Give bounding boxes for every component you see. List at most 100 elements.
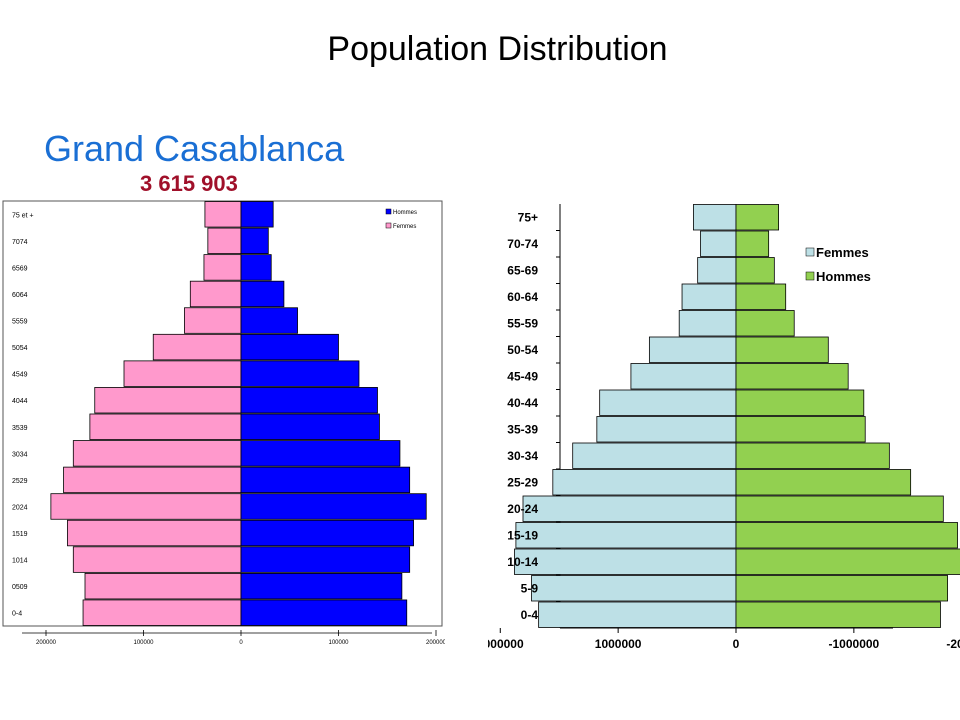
category-label: 65-69: [507, 263, 538, 277]
femmes-bar: [599, 389, 737, 416]
category-label: 30-34: [507, 449, 538, 463]
right-population-pyramid: 0-4 5-9 10-14 15-19 20-24 25-29 30-34 35-39 40-4…: [488, 204, 960, 651]
legend-femmes-swatch: [805, 247, 815, 257]
hommes-bar: [735, 283, 787, 310]
hommes-bar: [240, 546, 411, 573]
category-label: 20-24: [507, 502, 538, 516]
category-label: 55-59: [507, 316, 538, 330]
femmes-bar: [184, 307, 242, 334]
femmes-bar: [514, 548, 737, 575]
femmes-bar: [89, 413, 242, 440]
category-label: 0-4: [12, 611, 22, 618]
hommes-bar: [735, 601, 941, 628]
x-tick-label: 100000: [133, 640, 154, 646]
category-label: 7074: [12, 239, 28, 246]
legend-hommes-swatch: [385, 208, 392, 215]
x-tick-label: 200000: [36, 640, 57, 646]
hommes-bar: [240, 333, 339, 361]
femmes-bar: [692, 204, 737, 231]
population-total: 3 615 903: [140, 171, 238, 196]
x-tick-label: 200000: [426, 640, 445, 646]
x-tick-label: 0: [733, 637, 740, 651]
category-label: 5559: [12, 319, 28, 326]
legend-femmes-label: Femmes: [393, 224, 416, 230]
category-label: 4549: [12, 372, 28, 379]
category-label: 2529: [12, 478, 28, 485]
femmes-bar: [94, 387, 242, 414]
femmes-bar: [697, 257, 737, 284]
femmes-bar: [700, 230, 737, 257]
category-label: 2024: [12, 504, 28, 511]
category-label: 60-64: [507, 290, 538, 304]
category-label: 0-4: [521, 608, 539, 622]
category-label: 70-74: [507, 237, 538, 251]
hommes-bar: [240, 413, 380, 440]
hommes-bar: [735, 442, 890, 469]
x-tick-label: -1000000: [829, 637, 880, 651]
femmes-bar: [189, 280, 242, 308]
hommes-bar: [735, 495, 944, 522]
category-label: 0509: [12, 584, 28, 591]
femmes-bar: [552, 469, 737, 496]
hommes-bar: [240, 307, 298, 334]
femmes-bar: [123, 360, 242, 387]
femmes-bar: [678, 310, 737, 337]
hommes-bar: [240, 519, 414, 547]
femmes-bar: [531, 575, 737, 602]
hommes-bar: [735, 363, 849, 390]
hommes-bar: [240, 466, 411, 494]
femmes-bar: [50, 493, 242, 520]
femmes-bar: [572, 442, 737, 469]
legend-hommes-label: Hommes: [816, 269, 871, 284]
category-label: 25-29: [507, 475, 538, 489]
legend-femmes-label: Femmes: [816, 245, 869, 260]
femmes-bar: [515, 522, 737, 549]
x-tick-label: 1000000: [595, 637, 642, 651]
category-label: 10-14: [507, 555, 538, 569]
hommes-bar: [735, 204, 779, 231]
hommes-bar: [240, 387, 378, 414]
hommes-bar: [240, 227, 269, 255]
legend-hommes-label: Hommes: [393, 210, 417, 216]
category-label: 45-49: [507, 369, 538, 383]
femmes-bar: [67, 519, 242, 547]
femmes-bar: [596, 416, 737, 443]
hommes-bar: [735, 548, 960, 575]
hommes-bar: [735, 336, 829, 363]
x-tick-label: 0: [239, 640, 243, 646]
femmes-bar: [72, 440, 242, 467]
x-tick-label: 2000000: [488, 637, 524, 651]
femmes-bar: [152, 333, 242, 361]
femmes-bar: [82, 599, 242, 626]
femmes-bar: [203, 254, 242, 281]
hommes-bar: [240, 599, 408, 626]
category-label: 40-44: [507, 396, 538, 410]
category-label: 6064: [12, 292, 28, 299]
legend-femmes-swatch: [385, 222, 392, 229]
hommes-bar: [240, 572, 403, 600]
hommes-bar: [735, 522, 958, 549]
category-label: 3034: [12, 451, 28, 458]
hommes-bar: [735, 310, 795, 337]
category-label: 3539: [12, 425, 28, 432]
category-label: 75+: [518, 210, 538, 224]
x-tick-label: 100000: [328, 640, 349, 646]
hommes-bar: [735, 575, 948, 602]
hommes-bar: [735, 230, 770, 257]
category-label: 4044: [12, 398, 28, 405]
hommes-bar: [735, 257, 775, 284]
category-label: 5054: [12, 345, 28, 352]
category-label: 5-9: [521, 581, 539, 595]
category-label: 35-39: [507, 422, 538, 436]
femmes-bar: [538, 601, 737, 628]
femmes-bar: [204, 201, 242, 228]
page-title: Population Distribution: [327, 30, 668, 68]
hommes-bar: [735, 469, 912, 496]
femmes-bar: [522, 495, 737, 522]
femmes-bar: [648, 336, 737, 363]
hommes-bar: [240, 280, 285, 308]
hommes-bar: [240, 493, 427, 520]
femmes-bar: [207, 227, 242, 255]
category-label: 75 et +: [12, 212, 34, 219]
category-label: 50-54: [507, 343, 538, 357]
